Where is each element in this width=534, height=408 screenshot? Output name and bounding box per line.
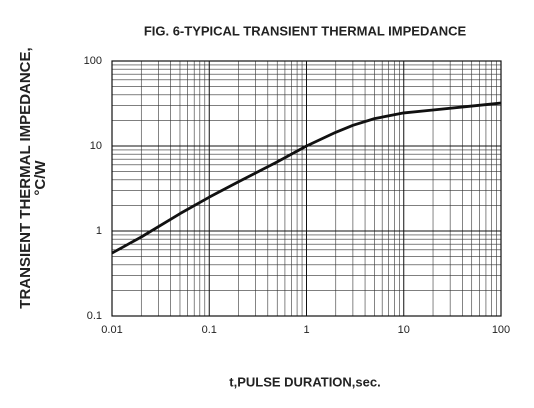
plot-frame xyxy=(111,60,502,317)
y-axis-label: TRANSIENT THERMAL IMPEDANCE, °C/W xyxy=(17,47,49,308)
y-tick-label: 0.1 xyxy=(87,310,102,322)
x-tick-label: 100 xyxy=(492,324,510,336)
y-tick-label: 100 xyxy=(84,55,102,67)
data-line xyxy=(111,101,502,255)
x-tick-label: 10 xyxy=(398,324,410,336)
y-axis-label-line: TRANSIENT THERMAL IMPEDANCE, xyxy=(17,47,34,308)
y-tick-label: 10 xyxy=(90,140,102,152)
y-axis-label-line: °C/W xyxy=(32,160,49,196)
x-tick-label: 0.01 xyxy=(101,324,122,336)
y-tick-label: 1 xyxy=(96,225,102,237)
x-tick-label: 0.1 xyxy=(202,324,217,336)
x-tick-label: 1 xyxy=(303,324,309,336)
chart-title: FIG. 6-TYPICAL TRANSIENT THERMAL IMPEDAN… xyxy=(144,23,467,38)
x-axis-label: t,PULSE DURATION,sec. xyxy=(229,374,380,389)
